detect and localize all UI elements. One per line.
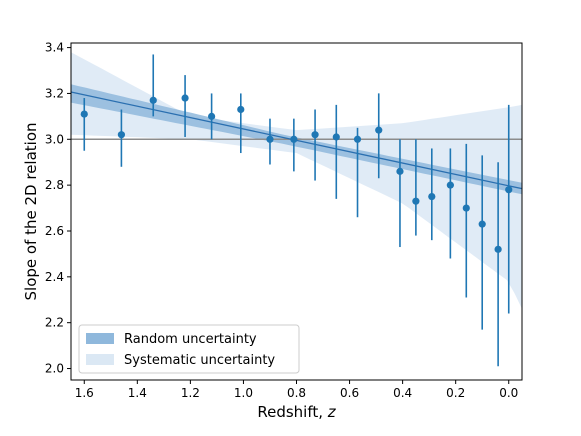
legend-swatch-random	[86, 333, 114, 344]
y-tick-label-0: 2.0	[45, 362, 64, 376]
x-tick-label-4: 0.8	[287, 386, 306, 400]
y-tick-label-4: 2.8	[45, 178, 64, 192]
x-axis-label-text: Redshift,	[257, 403, 327, 421]
data-point-8	[311, 131, 319, 139]
y-axis-label: Slope of the 2D relation	[22, 122, 40, 300]
data-point-12	[396, 167, 404, 175]
data-point-5	[237, 105, 245, 114]
x-tick-label-5: 0.6	[340, 386, 359, 400]
data-point-2	[149, 96, 157, 104]
data-point-4	[208, 112, 216, 120]
x-tick-label-1: 1.4	[128, 386, 147, 400]
data-point-9	[332, 133, 340, 141]
data-point-7	[290, 135, 298, 143]
x-tick-label-7: 0.2	[446, 386, 465, 400]
data-point-18	[494, 245, 502, 253]
data-point-15	[446, 181, 454, 189]
legend-label-systematic: Systematic uncertainty	[124, 353, 275, 368]
x-axis-label: Redshift, z	[257, 403, 336, 421]
data-point-11	[375, 126, 383, 134]
legend-label-random: Random uncertainty	[124, 332, 257, 347]
systematic-uncertainty-band	[71, 52, 522, 309]
y-tick-label-3: 2.6	[45, 224, 64, 238]
x-tick-label-6: 0.4	[393, 386, 412, 400]
data-point-17	[478, 220, 486, 228]
y-tick-label-6: 3.2	[45, 86, 64, 100]
x-tick-label-0: 1.6	[75, 386, 94, 400]
data-point-6	[266, 135, 274, 143]
data-point-0	[80, 110, 88, 118]
x-tick-label-3: 1.0	[234, 386, 253, 400]
y-axis-ticks: 2.0 2.2 2.4 2.6 2.8 3.0 3.2 3.4	[45, 41, 71, 376]
legend-swatch-systematic	[86, 354, 114, 365]
x-axis-label-variable: z	[327, 403, 337, 421]
y-tick-label-7: 3.4	[45, 41, 64, 55]
legend-box	[78, 324, 300, 374]
data-point-10	[353, 135, 362, 143]
data-point-14	[428, 192, 436, 201]
data-points	[80, 94, 513, 253]
uncertainty-bands	[71, 52, 522, 309]
data-point-13	[412, 197, 420, 205]
data-point-3	[181, 94, 189, 102]
x-axis-ticks: 1.6 1.4 1.2 1.0 0.8 0.6 0.4 0.2 0.0	[75, 380, 518, 400]
x-tick-label-2: 1.2	[181, 386, 200, 400]
y-tick-label-2: 2.4	[45, 270, 64, 284]
data-point-16	[462, 204, 470, 212]
x-tick-label-8: 0.0	[499, 386, 518, 400]
y-tick-label-1: 2.2	[45, 316, 64, 330]
data-point-1	[117, 131, 126, 139]
legend: Random uncertainty Systematic uncertaint…	[78, 324, 300, 374]
data-point-19	[505, 186, 513, 194]
y-tick-label-5: 3.0	[45, 132, 64, 146]
